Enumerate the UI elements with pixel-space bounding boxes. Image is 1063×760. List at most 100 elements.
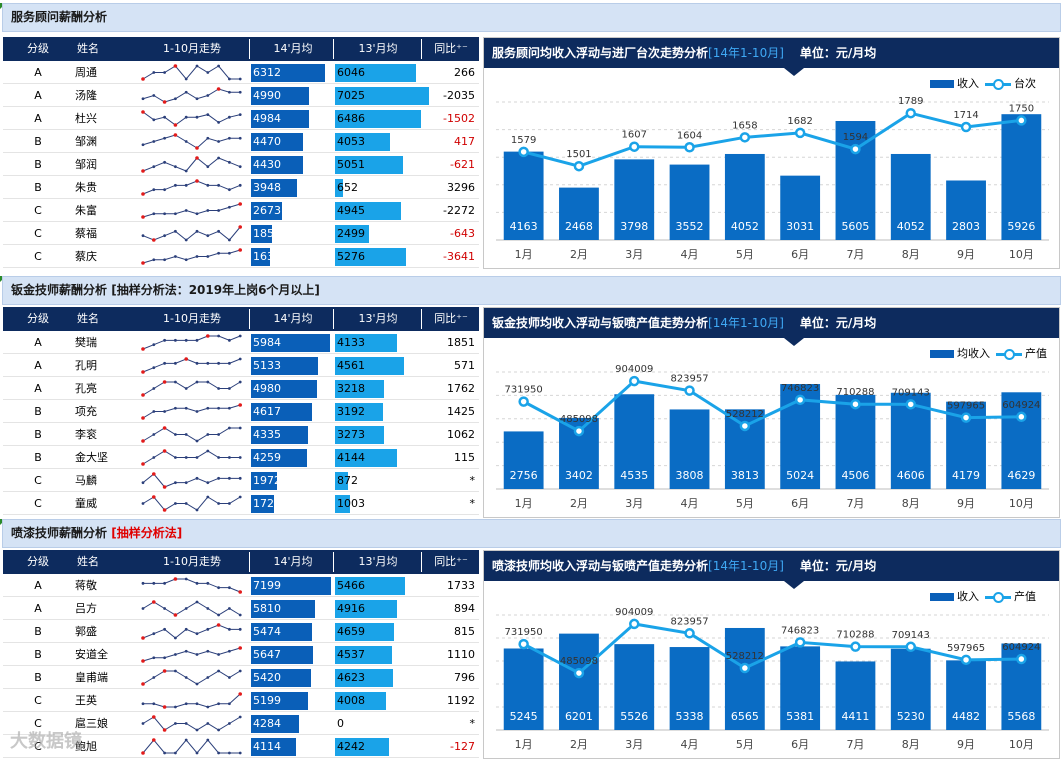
chart-bar — [1001, 392, 1042, 489]
avg14-value: 4984 — [253, 112, 281, 125]
line-value-label: 823957 — [670, 374, 708, 385]
section-title: 钣金技师薪酬分析 [抽样分析法：2019年上岗6个月以上] — [2, 276, 1061, 305]
sparkline-point — [206, 361, 210, 365]
avg14-bar — [251, 472, 277, 490]
header-avg14: 14'月均 — [273, 555, 313, 568]
line-value-label: 1789 — [898, 96, 923, 107]
sparkline-point — [152, 581, 156, 585]
chart-bar — [559, 633, 599, 730]
x-tick-label: 1月 — [515, 497, 533, 510]
header-trend: 1-10月走势 — [163, 555, 221, 568]
sparkline-point — [184, 387, 188, 390]
sparkline-point — [206, 406, 210, 410]
bar-value-label: 3798 — [620, 220, 648, 233]
avg14-value: 5420 — [253, 671, 281, 684]
sparkline-point — [162, 100, 167, 104]
sparkline-path — [142, 496, 241, 511]
bar-value-label: 4052 — [897, 220, 925, 233]
chart-bar — [1001, 114, 1042, 240]
chart-bar — [724, 627, 765, 730]
trend-sparkline — [141, 87, 242, 104]
yoy-value: 1851 — [447, 336, 475, 349]
sparkline-point — [184, 338, 188, 342]
x-tick-label: 5月 — [736, 497, 754, 510]
chart-bar — [835, 394, 876, 489]
line-value-label: 1604 — [677, 130, 702, 141]
x-tick-label: 4月 — [681, 497, 699, 510]
chart-bar — [503, 431, 544, 489]
section-title-text: 服务顾问薪酬分析 — [11, 10, 108, 24]
avg13-value: 5276 — [337, 250, 365, 263]
yoy-value: 3296 — [447, 181, 475, 194]
yoy-value: 796 — [454, 671, 475, 684]
sparkline-point — [174, 502, 177, 505]
sparkline-path — [142, 670, 241, 685]
sparkline-point — [216, 623, 221, 627]
sparkline-point — [141, 261, 145, 265]
salary-table: 分级 姓名 1-10月走势 14'月均 13'月均 同比⁺⁻ A 蒋敬 7199 5466 1733… — [3, 550, 479, 758]
avg14-bar — [251, 225, 272, 243]
sparkline-point — [152, 343, 156, 347]
sparkline-point — [206, 481, 210, 485]
sparkline-point — [162, 705, 167, 709]
sparkline-point — [206, 136, 210, 140]
sparkline-point — [228, 136, 231, 140]
avg13-value: 4133 — [337, 336, 365, 349]
sparkline-point — [217, 209, 220, 212]
sparkline-point — [184, 577, 188, 581]
sparkline-point — [184, 722, 188, 725]
section-title: 服务顾问薪酬分析 — [2, 3, 1061, 32]
sparkline-point — [163, 136, 166, 140]
chart-bar — [669, 164, 710, 240]
sparkline-point — [184, 676, 188, 679]
sparkline-point — [195, 682, 199, 686]
line-point — [1016, 653, 1027, 665]
sparkline-point — [228, 406, 231, 410]
chart-bar — [503, 648, 544, 730]
sparkline-point — [141, 169, 145, 173]
line-value-label: 904009 — [615, 607, 653, 618]
section-title-text: 喷漆技师薪酬分析 — [11, 526, 108, 540]
line-point — [850, 143, 861, 155]
sparkline-point — [206, 627, 210, 631]
header-notch — [784, 338, 804, 346]
sparkline-point — [163, 115, 166, 119]
avg13-value: 3192 — [337, 405, 365, 418]
sparkline-point — [206, 183, 210, 187]
sparkline-point — [184, 258, 188, 262]
sparkline-point — [238, 627, 242, 631]
sparkline-point — [217, 613, 220, 617]
sparkline-point — [228, 238, 231, 242]
sparkline-point — [173, 577, 178, 581]
sparkline-point — [141, 481, 145, 485]
table-row: A 孔明 5133 4561 571 — [3, 354, 479, 377]
line-point — [684, 385, 695, 396]
x-tick-label: 2月 — [570, 497, 588, 510]
avg14-bar — [251, 692, 308, 710]
sparkline-path — [142, 226, 241, 241]
chart-title: 钣金技师均收入浮动与钣喷产值走势分析 — [492, 316, 709, 330]
header-avg14: 14'月均 — [273, 312, 313, 325]
grade-cell: C — [34, 474, 42, 487]
avg13-bar — [335, 133, 390, 151]
sparkline-point — [141, 143, 145, 147]
trend-sparkline — [141, 669, 242, 686]
sparkline-point — [141, 77, 145, 81]
sparkline-point — [228, 251, 231, 255]
avg13-bar — [335, 403, 383, 421]
avg14-bar — [251, 357, 318, 375]
legend-line-label: 台次 — [1014, 77, 1036, 90]
bar-value-label: 3031 — [786, 220, 814, 233]
chart-line — [523, 111, 1022, 168]
avg13-bar — [335, 110, 421, 128]
sparkline-point — [228, 627, 231, 631]
avg13-value: 6046 — [337, 66, 365, 79]
sparkline-point — [152, 212, 156, 216]
x-tick-label: 9月 — [957, 497, 975, 510]
table-row: C 马麟 1972 872 * — [3, 469, 479, 492]
sparkline-point — [216, 87, 221, 91]
avg13-value: 4945 — [337, 204, 365, 217]
name-cell: 扈三娘 — [75, 717, 108, 730]
line-point — [960, 121, 972, 133]
avg13-bar — [335, 248, 406, 266]
